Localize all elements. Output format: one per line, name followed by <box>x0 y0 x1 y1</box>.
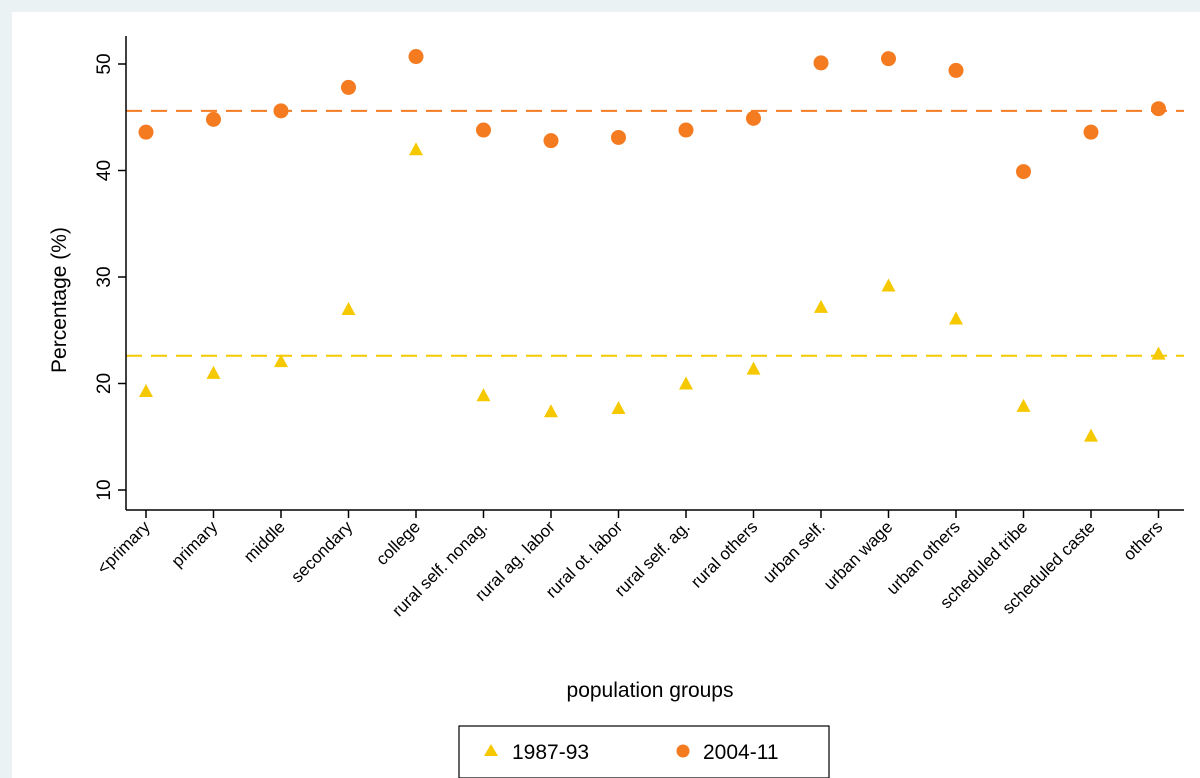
marker-triangle-1987-93 <box>274 354 288 368</box>
marker-triangle-1987-93 <box>206 365 221 379</box>
marker-triangle-1987-93 <box>409 142 423 156</box>
marker-triangle-1987-93 <box>139 383 153 397</box>
marker-circle-2004-11 <box>678 122 694 138</box>
marker-triangle-1987-93 <box>544 404 558 418</box>
axes <box>125 36 1184 511</box>
plot-area <box>12 12 1200 778</box>
y-tick-label: 20 <box>94 373 115 394</box>
marker-triangle-1987-93 <box>814 299 828 313</box>
marker-circle-2004-11 <box>746 110 761 126</box>
marker-triangle-1987-93 <box>1016 398 1031 412</box>
marker-triangle-1987-93 <box>949 311 963 325</box>
marker-circle-2004-11 <box>273 103 289 119</box>
marker-triangle-1987-93 <box>679 376 693 390</box>
marker-circle-2004-11 <box>611 129 626 145</box>
legend: 1987-93 2004-11 <box>458 725 830 778</box>
marker-triangle-1987-93 <box>1084 428 1098 442</box>
legend-label-2004-11: 2004-11 <box>703 741 779 764</box>
marker-circle-2004-11 <box>1016 164 1031 180</box>
x-axis-title: population groups <box>567 679 734 702</box>
legend-label-1987-93: 1987-93 <box>512 741 589 764</box>
legend-circle-icon <box>676 744 690 758</box>
marker-circle-2004-11 <box>1083 124 1099 140</box>
y-ticks: 10 20 30 40 50 <box>94 53 126 501</box>
legend-triangle-icon <box>484 744 498 756</box>
marker-triangle-1987-93 <box>1151 346 1166 360</box>
marker-circle-2004-11 <box>408 49 424 65</box>
y-tick-label: 50 <box>94 53 115 74</box>
marker-triangle-1987-93 <box>476 388 491 402</box>
marker-triangle-1987-93 <box>611 400 626 414</box>
reference-lines <box>126 109 1184 357</box>
marker-circle-2004-11 <box>138 124 154 140</box>
marker-circle-2004-11 <box>881 51 896 67</box>
y-tick-label: 30 <box>94 266 115 287</box>
marker-circle-2004-11 <box>206 111 221 127</box>
y-tick-label: 10 <box>94 479 115 500</box>
marker-triangle-1987-93 <box>341 301 356 315</box>
y-tick-label: 40 <box>94 160 115 181</box>
marker-circle-2004-11 <box>1151 101 1166 117</box>
marker-circle-2004-11 <box>543 133 559 149</box>
y-axis-title: Percentage (%) <box>48 227 71 373</box>
marker-triangle-1987-93 <box>746 361 761 375</box>
marker-circle-2004-11 <box>813 55 829 71</box>
marker-circle-2004-11 <box>476 122 491 138</box>
marker-circle-2004-11 <box>948 62 964 78</box>
data-markers <box>138 49 1166 442</box>
marker-circle-2004-11 <box>341 79 356 95</box>
legend-box <box>458 725 830 778</box>
marker-triangle-1987-93 <box>881 278 896 292</box>
